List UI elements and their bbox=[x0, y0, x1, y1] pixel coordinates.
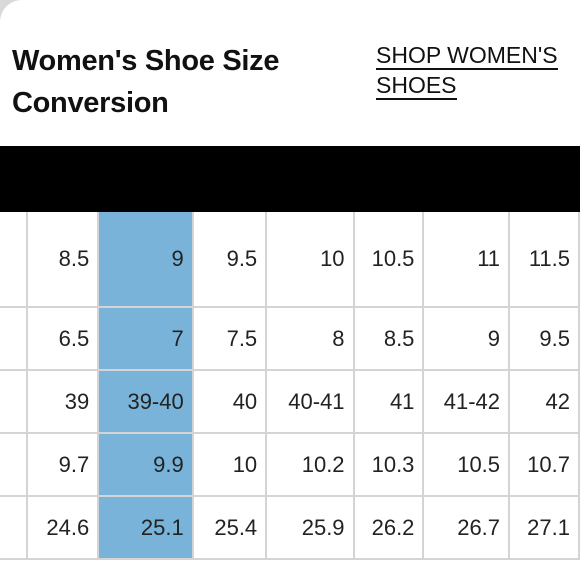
table-cell: 40 bbox=[192, 370, 268, 434]
table-cell-highlighted: 9 bbox=[98, 212, 194, 308]
table-cell: 11 bbox=[423, 212, 511, 308]
table-cell: 10 bbox=[266, 212, 355, 308]
table-cell: 9 bbox=[423, 307, 511, 371]
size-conversion-table: 8.5 9 9.5 10 10.5 11 11.5 6.5 7 7.5 8 8.… bbox=[0, 212, 580, 560]
table-cell: 8 bbox=[266, 307, 355, 371]
table-cell-highlighted: 39-40 bbox=[98, 370, 194, 434]
table-cell: 10 bbox=[192, 433, 268, 497]
table-cell: 10.7 bbox=[509, 433, 580, 497]
table-row: 24.6 25.1 25.4 25.9 26.2 26.7 27.1 bbox=[0, 496, 580, 560]
row-label bbox=[0, 370, 28, 434]
table-cell: 42 bbox=[509, 370, 580, 434]
table-cell: 27.1 bbox=[509, 496, 580, 560]
table-row: 6.5 7 7.5 8 8.5 9 9.5 bbox=[0, 307, 580, 371]
table-cell: 9.7 bbox=[26, 433, 100, 497]
row-label bbox=[0, 433, 28, 497]
table-cell: 41 bbox=[353, 370, 425, 434]
table-cell: 24.6 bbox=[26, 496, 100, 560]
table-cell: 8.5 bbox=[26, 212, 100, 308]
size-table-container: 8.5 9 9.5 10 10.5 11 11.5 6.5 7 7.5 8 8.… bbox=[0, 212, 580, 560]
table-cell: 9.5 bbox=[192, 212, 268, 308]
table-cell: 8.5 bbox=[353, 307, 425, 371]
table-row: 9.7 9.9 10 10.2 10.3 10.5 10.7 bbox=[0, 433, 580, 497]
table-cell: 6.5 bbox=[26, 307, 100, 371]
table-cell: 10.2 bbox=[266, 433, 355, 497]
row-label bbox=[0, 496, 28, 560]
table-cell: 11.5 bbox=[509, 212, 580, 308]
table-header-bar bbox=[0, 146, 580, 212]
page-title: Women's Shoe Size Conversion bbox=[12, 45, 280, 119]
row-label bbox=[0, 212, 28, 308]
table-cell: 26.2 bbox=[353, 496, 425, 560]
table-cell: 41-42 bbox=[423, 370, 511, 434]
table-cell: 39 bbox=[26, 370, 100, 434]
table-cell-highlighted: 7 bbox=[98, 307, 194, 371]
shop-womens-shoes-link[interactable]: SHOP WOMEN'S SHOES bbox=[376, 40, 576, 100]
table-cell: 25.9 bbox=[266, 496, 355, 560]
table-cell: 25.4 bbox=[192, 496, 268, 560]
table-cell: 10.5 bbox=[423, 433, 511, 497]
table-cell: 7.5 bbox=[192, 307, 268, 371]
table-row: 39 39-40 40 40-41 41 41-42 42 bbox=[0, 370, 580, 434]
table-cell-highlighted: 25.1 bbox=[98, 496, 194, 560]
table-cell: 40-41 bbox=[266, 370, 355, 434]
table-cell: 10.5 bbox=[353, 212, 425, 308]
shop-link-label: SHOP WOMEN'S SHOES bbox=[376, 42, 558, 100]
table-row: 8.5 9 9.5 10 10.5 11 11.5 bbox=[0, 212, 580, 308]
table-cell: 9.5 bbox=[509, 307, 580, 371]
table-cell: 26.7 bbox=[423, 496, 511, 560]
row-label bbox=[0, 307, 28, 371]
table-cell-highlighted: 9.9 bbox=[98, 433, 194, 497]
table-cell: 10.3 bbox=[353, 433, 425, 497]
